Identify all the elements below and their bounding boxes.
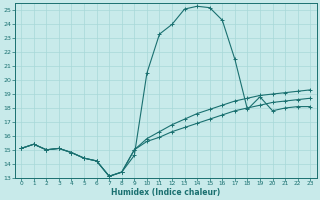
X-axis label: Humidex (Indice chaleur): Humidex (Indice chaleur): [111, 188, 220, 197]
